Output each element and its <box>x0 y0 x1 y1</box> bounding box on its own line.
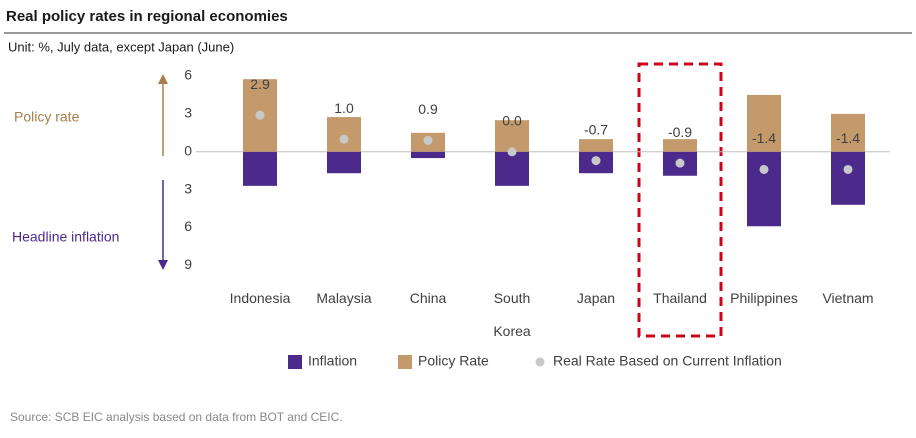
y-tick-label: 6 <box>184 218 192 234</box>
dot <box>843 164 853 174</box>
y-tick-label: 0 <box>184 142 192 158</box>
data-label: -1.4 <box>752 130 776 146</box>
y-tick-label: 3 <box>184 180 192 196</box>
legend-swatch <box>535 357 545 367</box>
data-label: 0.9 <box>418 101 438 117</box>
bar <box>495 151 529 186</box>
data-label: 0.0 <box>502 112 522 128</box>
dot <box>339 134 349 144</box>
x-tick-label: Vietnam <box>822 290 874 306</box>
bar <box>327 151 361 174</box>
legend-swatch <box>288 355 302 369</box>
legend-label: Policy Rate <box>418 353 489 369</box>
annotation: Policy rate <box>14 109 80 125</box>
dot <box>591 156 601 166</box>
data-label: -1.4 <box>836 130 860 146</box>
legend-label: Inflation <box>308 353 357 369</box>
source: Source: SCB EIC analysis based on data f… <box>10 410 343 424</box>
dot <box>507 147 517 157</box>
y-tick-label: 9 <box>184 256 192 272</box>
y-tick-label: 6 <box>184 67 192 83</box>
x-tick-label: South Korea <box>493 290 531 339</box>
data-label: -0.9 <box>668 124 692 140</box>
dot <box>423 135 433 145</box>
bar <box>495 120 529 152</box>
bar <box>243 151 277 186</box>
legend-label: Real Rate Based on Current Inflation <box>553 353 782 369</box>
bar <box>831 151 865 205</box>
chart-title: Real policy rates in regional economies <box>6 8 288 25</box>
arrow-head <box>158 260 168 270</box>
data-label: -0.7 <box>584 121 608 137</box>
bar <box>747 151 781 227</box>
data-label: 1.0 <box>334 100 354 116</box>
subtitle: Unit: %, July data, except Japan (June) <box>8 39 234 54</box>
x-tick-label: Indonesia <box>229 290 291 306</box>
highlight-box <box>637 62 723 338</box>
bar <box>411 151 445 159</box>
y-tick-label: 3 <box>184 105 192 121</box>
x-tick-label: Malaysia <box>316 290 372 306</box>
annotation: Headline inflation <box>12 229 119 245</box>
arrow-head <box>158 74 168 84</box>
bar <box>663 139 697 152</box>
bar <box>831 113 865 152</box>
data-label: 2.9 <box>250 76 270 92</box>
dot <box>759 164 769 174</box>
legend-swatch <box>398 355 412 369</box>
bar <box>327 117 361 152</box>
x-tick-label: Japan <box>576 290 616 306</box>
bar <box>747 94 781 152</box>
x-tick-label: Thailand <box>653 290 707 306</box>
x-tick-label: China <box>409 290 447 306</box>
dot <box>675 158 685 168</box>
x-tick-label: Philippines <box>730 290 798 306</box>
dot <box>255 110 265 120</box>
bar <box>579 139 613 152</box>
